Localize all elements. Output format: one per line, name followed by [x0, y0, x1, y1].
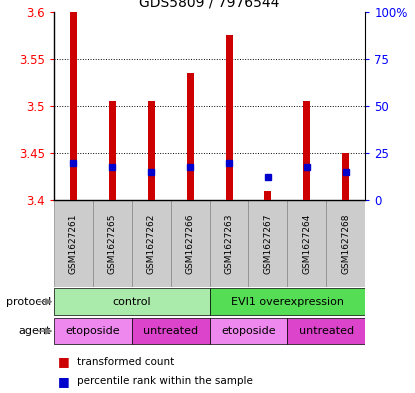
Bar	[225, 35, 232, 200]
Text: percentile rank within the sample: percentile rank within the sample	[77, 376, 253, 386]
Text: GSM1627268: GSM1627268	[341, 213, 350, 274]
Bar	[171, 200, 210, 287]
Text: GSM1627267: GSM1627267	[264, 213, 272, 274]
Text: ■: ■	[58, 355, 70, 368]
Text: protocol: protocol	[5, 297, 51, 307]
Bar	[210, 318, 287, 344]
Text: etoposide: etoposide	[221, 326, 276, 336]
Bar	[54, 288, 210, 315]
Bar	[210, 200, 249, 287]
Bar	[132, 318, 210, 344]
Bar	[54, 200, 93, 287]
Text: GSM1627264: GSM1627264	[303, 213, 311, 274]
Text: etoposide: etoposide	[66, 326, 120, 336]
Bar	[70, 12, 77, 200]
Bar	[93, 200, 132, 287]
Bar	[132, 200, 171, 287]
Bar	[287, 200, 326, 287]
Bar	[187, 73, 194, 200]
Title: GDS5809 / 7976544: GDS5809 / 7976544	[139, 0, 280, 9]
Bar	[303, 101, 310, 200]
Text: transformed count: transformed count	[77, 356, 174, 367]
Text: EVI1 overexpression: EVI1 overexpression	[231, 297, 344, 307]
Text: GSM1627261: GSM1627261	[69, 213, 78, 274]
Text: untreated: untreated	[299, 326, 354, 336]
Bar	[109, 101, 116, 200]
Text: GSM1627263: GSM1627263	[225, 213, 234, 274]
Text: GSM1627266: GSM1627266	[186, 213, 195, 274]
Bar	[287, 318, 365, 344]
Text: control: control	[112, 297, 151, 307]
Text: GSM1627262: GSM1627262	[147, 213, 156, 274]
Text: ■: ■	[58, 375, 70, 388]
Text: agent: agent	[18, 326, 51, 336]
Text: GSM1627265: GSM1627265	[108, 213, 117, 274]
Bar	[326, 200, 365, 287]
Bar	[249, 200, 287, 287]
Text: untreated: untreated	[143, 326, 198, 336]
Bar	[342, 153, 349, 200]
Bar	[148, 101, 155, 200]
Bar	[264, 191, 271, 200]
Bar	[210, 288, 365, 315]
Bar	[54, 318, 132, 344]
